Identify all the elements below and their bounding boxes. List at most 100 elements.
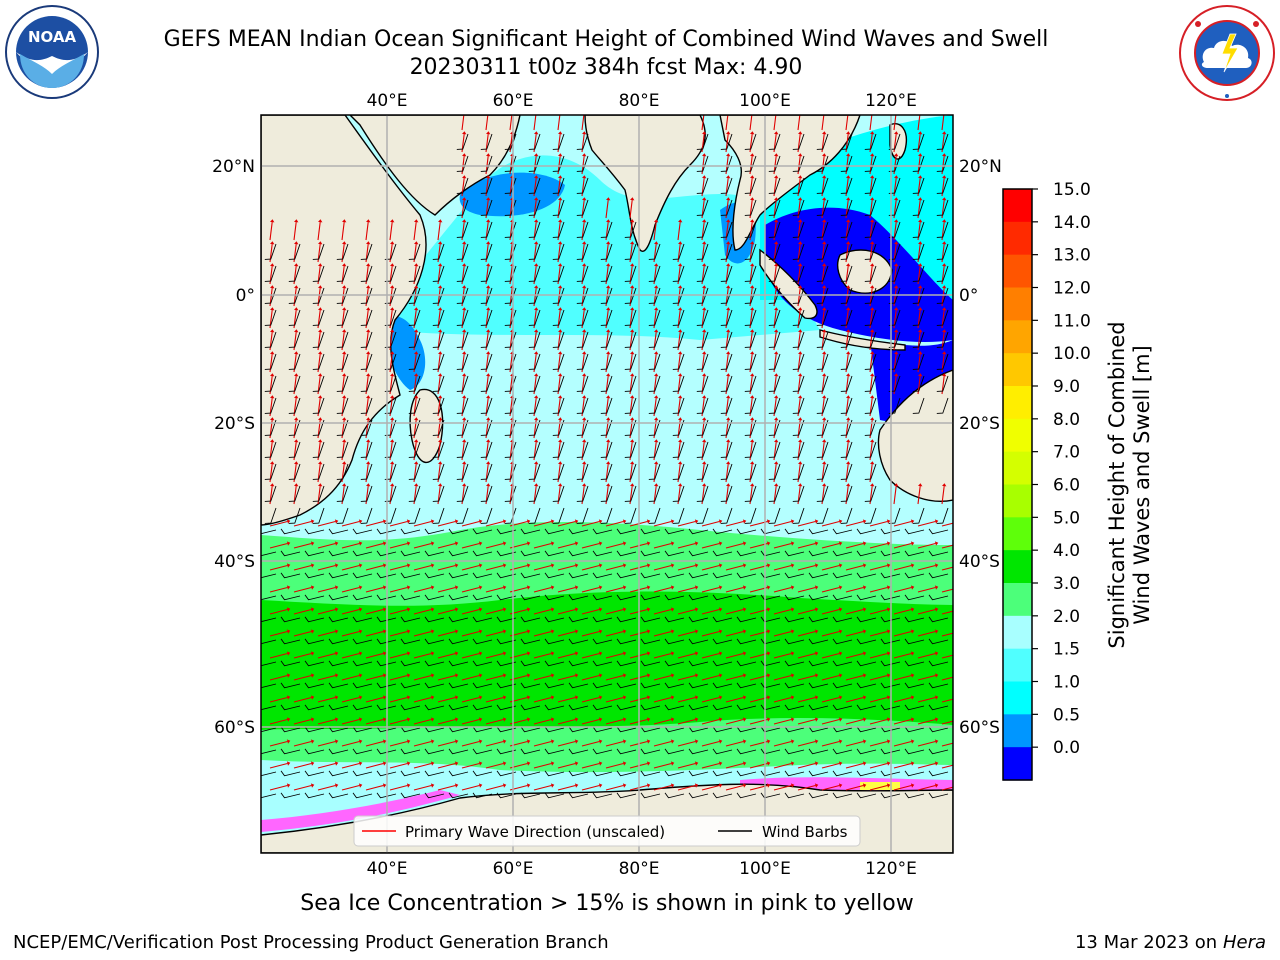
wave-arrow-head [390,373,395,377]
wave-arrow [821,674,840,681]
wind-barb [832,528,853,535]
wind-barb [528,243,541,260]
wind-barb [496,748,517,755]
wave-arrow-head [366,219,371,223]
wind-barb [360,375,373,392]
wave-arrow [677,652,696,659]
wave-arrow-head [822,197,827,201]
wave-arrow-head [606,351,611,355]
wave-arrow-head [910,761,915,766]
wave-arrow-head [318,351,323,355]
wave-arrow-head [310,585,315,590]
wind-barb [744,485,757,502]
wind-barb [696,309,709,326]
wind-barb [552,463,565,480]
wind-barb [352,616,373,623]
wind-barb [864,309,877,326]
wind-barb [264,485,277,502]
wind-barb [624,485,637,502]
wave-arrow [725,674,744,681]
wind-barb [744,463,757,480]
wave-arrow-head [894,131,899,135]
wind-barb [688,726,709,733]
wave-arrow-head [390,241,395,245]
wave-arrow [893,520,912,527]
wave-arrow-head [646,739,651,744]
wind-barb [328,528,349,535]
wave-arrow-head [846,197,851,201]
wind-barb [736,616,757,623]
wind-barb [304,660,325,667]
wave-arrow-head [622,739,627,744]
wind-barb [528,133,541,150]
wave-arrow-head [742,673,747,678]
wave-arrow-head [790,717,795,722]
wave-arrow-head [934,783,939,788]
wave-arrow [485,564,504,571]
wave-arrow [365,542,384,549]
wave-arrow-head [726,197,731,201]
wave-arrow-head [438,417,443,421]
wave-arrow-head [942,219,947,223]
wave-arrow-head [486,263,491,267]
colorbar-tick-label: 6.0 [1053,476,1080,496]
wind-barb [264,397,277,414]
wave-arrow-head [550,651,555,656]
wind-barb [544,572,565,579]
wave-arrow [389,762,408,769]
wind-barb [360,331,373,348]
wind-barb [261,551,277,557]
wave-arrow-head [822,351,827,355]
wave-arrow-head [414,439,419,443]
wind-barb [592,572,613,579]
wind-barb [480,485,493,502]
wave-arrow-head [414,263,419,267]
wind-barb [792,397,805,414]
wind-barb [304,748,325,755]
wave-arrow-head [886,607,891,612]
wave-arrow-head [718,783,723,788]
wave-arrow [605,520,624,527]
wave-arrow-head [318,263,323,267]
wind-barb [784,660,805,667]
wave-arrow [269,222,273,241]
wave-arrow-head [526,585,531,590]
wave-arrow-head [838,541,843,546]
wave-arrow [845,740,864,747]
wave-arrow-head [358,629,363,634]
wind-barb [832,792,853,799]
wind-barb [840,265,853,282]
colorbar-tick-label: 9.0 [1053,377,1080,397]
wave-arrow [677,542,696,549]
wave-arrow [773,608,792,615]
wave-arrow-head [390,395,395,399]
wind-barb [552,155,565,172]
wave-arrow-head [838,519,843,524]
wind-barb [552,375,565,392]
wave-arrow-head [750,241,755,245]
wind-barb [816,221,829,238]
wind-barb [264,331,277,348]
wind-barb [328,770,349,777]
wave-arrow-head [286,519,291,524]
wave-arrow-head [550,519,555,524]
wave-arrow-head [934,651,939,656]
wave-arrow-head [959,541,962,545]
wind-barb [936,177,949,194]
wind-barb [448,748,469,755]
wave-arrow-head [838,607,843,612]
wave-arrow-head [846,241,851,245]
colorbar-segment [1003,681,1032,715]
wave-arrow [461,784,480,791]
wind-barb [408,441,421,458]
wind-barb [784,616,805,623]
wave-arrow-head [678,241,683,245]
wind-barb [568,616,589,623]
wave-arrow [653,784,672,791]
wind-barb [600,485,613,502]
wave-arrow-head [838,651,843,656]
wave-arrow-head [910,585,915,590]
wave-arrow [557,740,576,747]
wave-arrow-head [462,373,467,377]
wind-barb [720,243,733,260]
